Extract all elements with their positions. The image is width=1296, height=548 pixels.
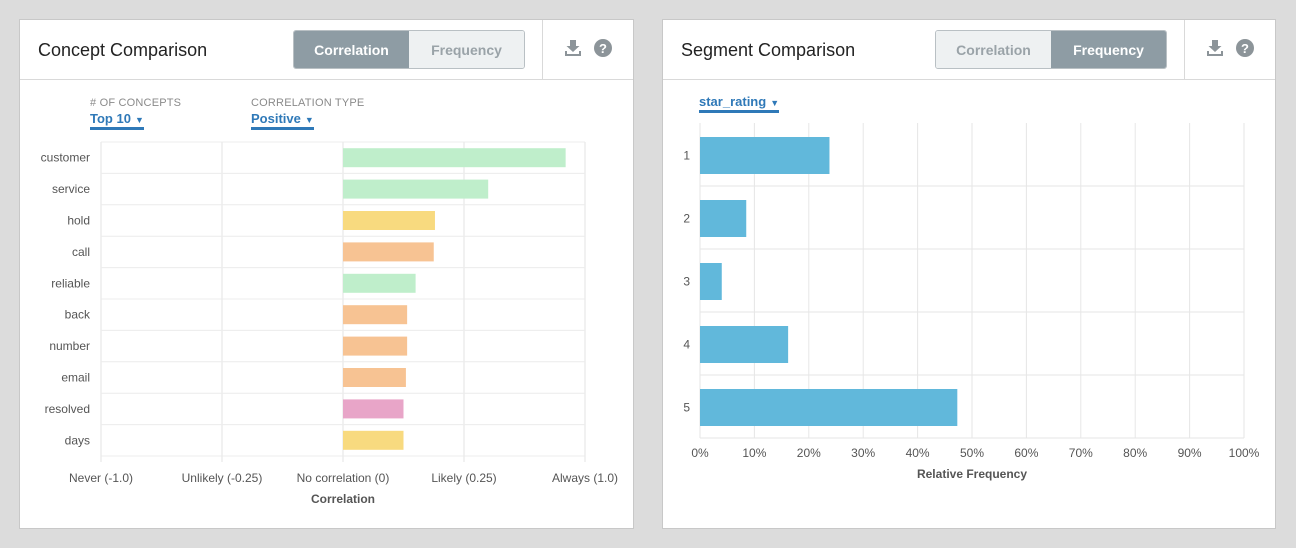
y-tick-label: number xyxy=(49,339,90,353)
panel-title: Segment Comparison xyxy=(681,40,856,60)
y-tick-label: 1 xyxy=(683,149,690,163)
bar-number xyxy=(343,336,408,356)
bar-rating-3 xyxy=(700,263,722,300)
y-tick-label: email xyxy=(61,371,90,385)
x-tick-label: 60% xyxy=(1014,446,1038,460)
view-toggle: Correlation Frequency xyxy=(935,30,1167,69)
header-icons: ? xyxy=(563,38,613,58)
x-tick-label: 30% xyxy=(851,446,875,460)
tab-correlation[interactable]: Correlation xyxy=(294,31,409,68)
x-axis-title: Relative Frequency xyxy=(917,467,1027,481)
bar-service xyxy=(343,179,489,199)
help-icon[interactable]: ? xyxy=(1235,38,1255,58)
segment-dropdown[interactable]: star_rating ▼ xyxy=(699,94,780,113)
concepts-count-dropdown[interactable]: Top 10 ▼ xyxy=(90,111,144,130)
panel-title: Concept Comparison xyxy=(38,40,208,60)
concepts-count-value: Top 10 xyxy=(90,111,131,126)
y-tick-label: service xyxy=(52,182,90,196)
caret-down-icon: ▼ xyxy=(770,98,780,108)
concepts-count-label: # OF CONCEPTS xyxy=(90,97,182,109)
y-tick-label: 2 xyxy=(683,212,690,226)
y-tick-label: back xyxy=(65,308,91,322)
caret-down-icon: ▼ xyxy=(134,115,144,125)
x-tick-label: 20% xyxy=(797,446,821,460)
bar-reliable xyxy=(343,273,416,293)
y-tick-label: customer xyxy=(41,151,90,165)
y-tick-label: 5 xyxy=(683,401,690,415)
bar-rating-2 xyxy=(700,200,747,237)
tab-frequency[interactable]: Frequency xyxy=(409,31,524,68)
x-tick-label: 80% xyxy=(1123,446,1147,460)
x-tick-label: Unlikely (-0.25) xyxy=(182,471,263,485)
bar-rating-1 xyxy=(700,137,830,174)
x-axis-title: Correlation xyxy=(311,492,375,506)
x-tick-label: No correlation (0) xyxy=(297,471,390,485)
segment-control: star_rating ▼ xyxy=(699,92,780,113)
correlation-type-dropdown[interactable]: Positive ▼ xyxy=(251,111,314,130)
x-tick-label: Never (-1.0) xyxy=(69,471,133,485)
x-tick-label: 0% xyxy=(691,446,709,460)
y-tick-label: 4 xyxy=(683,338,690,352)
bar-days xyxy=(343,430,404,450)
y-tick-label: 3 xyxy=(683,275,690,289)
y-tick-label: call xyxy=(72,245,90,259)
tab-correlation[interactable]: Correlation xyxy=(936,31,1051,68)
bar-hold xyxy=(343,211,435,230)
y-tick-label: reliable xyxy=(51,276,90,290)
x-tick-label: 50% xyxy=(960,446,984,460)
x-tick-label: 10% xyxy=(742,446,766,460)
bar-customer xyxy=(343,148,566,168)
segment-value: star_rating xyxy=(699,94,767,109)
view-toggle: Correlation Frequency xyxy=(293,30,525,69)
bar-email xyxy=(343,368,406,387)
x-tick-label: 40% xyxy=(906,446,930,460)
download-icon[interactable] xyxy=(563,38,583,58)
header-divider xyxy=(1184,20,1185,80)
y-tick-label: hold xyxy=(67,214,90,228)
caret-down-icon: ▼ xyxy=(304,115,314,125)
header-divider xyxy=(542,20,543,80)
concepts-count-control: # OF CONCEPTS Top 10 ▼ xyxy=(90,97,181,130)
download-icon[interactable] xyxy=(1205,38,1225,58)
help-icon[interactable]: ? xyxy=(593,38,613,58)
bar-back xyxy=(343,305,408,325)
y-tick-label: resolved xyxy=(45,402,90,416)
x-tick-label: 90% xyxy=(1178,446,1202,460)
bar-rating-5 xyxy=(700,389,958,426)
correlation-type-control: CORRELATION TYPE Positive ▼ xyxy=(251,97,364,130)
bar-rating-4 xyxy=(700,326,789,363)
correlation-chart: Never (-1.0) Unlikely (-0.25) No correlati… xyxy=(41,141,618,506)
frequency-chart: 0% 10% 20% 30% 40% 50% 60% 70% 80% 90% 100% 1 2 3 4 5 Re… xyxy=(683,123,1260,481)
x-tick-label: Likely (0.25) xyxy=(431,471,496,485)
concept-comparison-panel: Concept Comparison Correlation Frequency… xyxy=(19,19,634,529)
panel-header: Segment Comparison Correlation Frequency… xyxy=(663,20,1275,80)
correlation-type-label: CORRELATION TYPE xyxy=(251,97,365,109)
segment-comparison-panel: Segment Comparison Correlation Frequency… xyxy=(662,19,1276,529)
x-tick-label: Always (1.0) xyxy=(552,471,618,485)
header-icons: ? xyxy=(1205,38,1255,58)
correlation-type-value: Positive xyxy=(251,111,301,126)
tab-frequency[interactable]: Frequency xyxy=(1051,31,1166,68)
y-tick-label: days xyxy=(65,433,90,447)
x-tick-label: 100% xyxy=(1229,446,1260,460)
bar-resolved xyxy=(343,399,404,419)
panel-header: Concept Comparison Correlation Frequency… xyxy=(20,20,633,80)
x-tick-label: 70% xyxy=(1069,446,1093,460)
bar-call xyxy=(343,242,434,262)
